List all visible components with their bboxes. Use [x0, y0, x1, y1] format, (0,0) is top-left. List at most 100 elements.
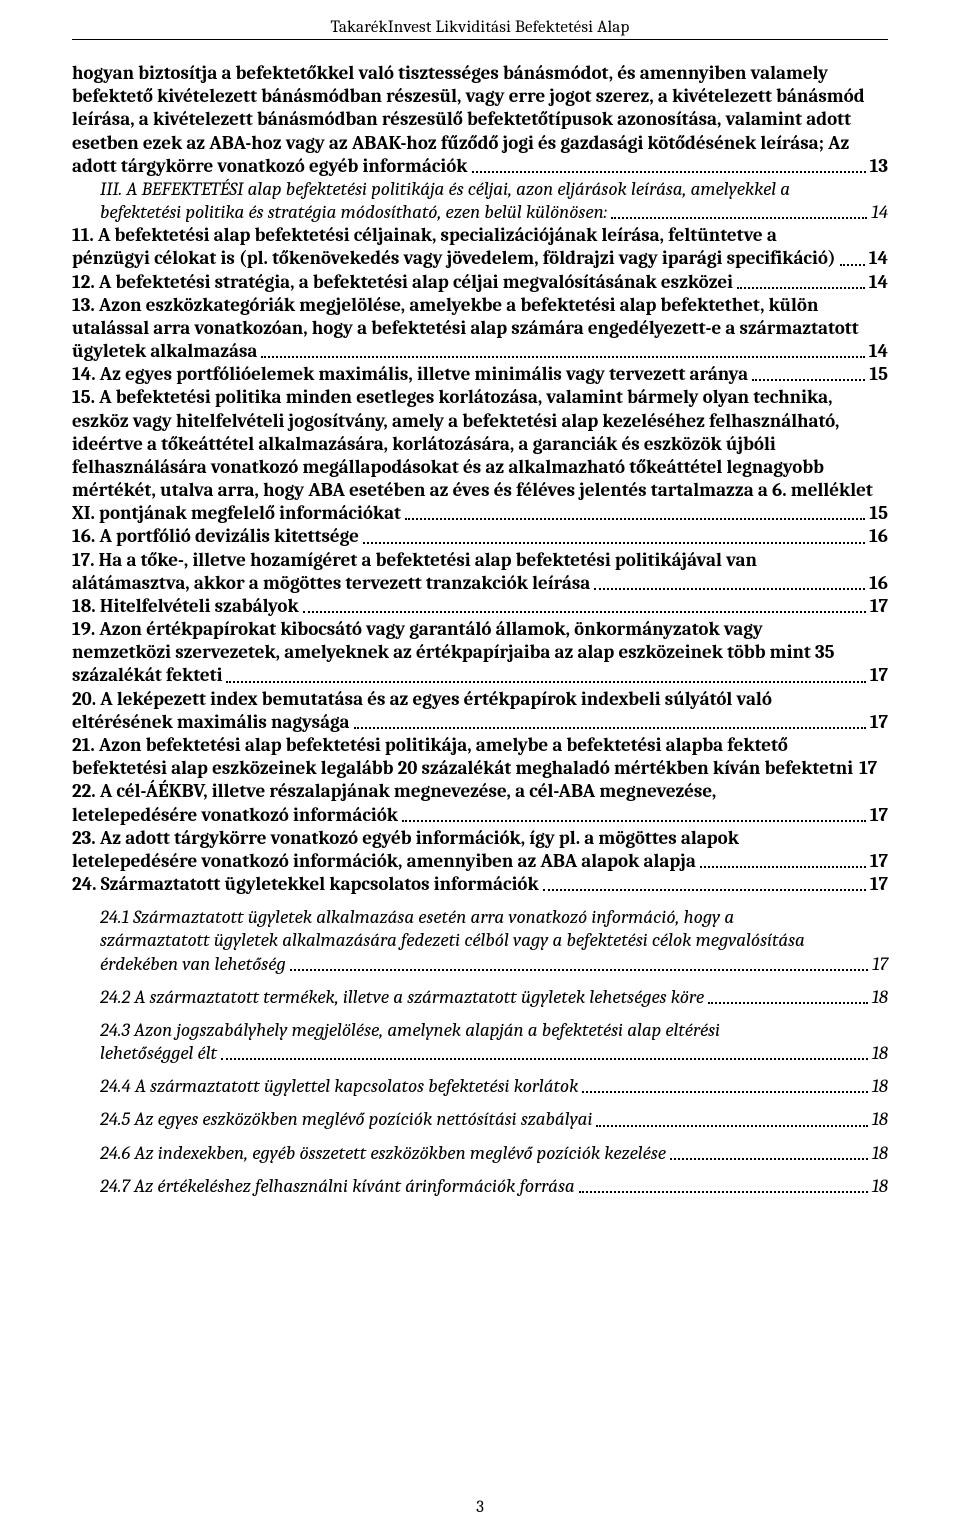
- toc-entry-line: utalással arra vonatkozóan, hogy a befek…: [72, 317, 888, 340]
- toc-entry: 18. Hitelfelvételi szabályok17: [72, 595, 888, 618]
- toc-entry-text: letelepedésére vonatkozó információk, am…: [72, 850, 696, 873]
- toc-page-number: 16: [869, 525, 888, 548]
- toc-entry-text: 24.7 Az értékeléshez felhasználni kívánt…: [100, 1175, 575, 1198]
- toc-leader-dots: [752, 379, 865, 381]
- toc-entry: 24.7 Az értékeléshez felhasználni kívánt…: [72, 1175, 888, 1198]
- toc-entry: pénzügyi célokat is (pl. tőkenövekedés v…: [72, 247, 888, 270]
- toc-page-number: 14: [871, 201, 888, 224]
- toc-page-number: 18: [872, 1075, 888, 1098]
- entry-gap: [72, 896, 888, 906]
- toc-leader-dots: [290, 969, 868, 971]
- entry-gap: [72, 1065, 888, 1075]
- toc-leader-dots: [354, 727, 866, 729]
- toc-entry: letelepedésére vonatkozó információk, am…: [72, 850, 888, 873]
- toc-entry: ügyletek alkalmazása14: [72, 340, 888, 363]
- toc-entry: befektetési alap eszközeinek legalább 20…: [72, 757, 888, 780]
- toc-entry-text: lehetőséggel élt: [100, 1042, 217, 1065]
- toc-entry-text: pénzügyi célokat is (pl. tőkenövekedés v…: [72, 247, 836, 270]
- toc-entry-line: származtatott ügyletek alkalmazására fed…: [72, 929, 888, 952]
- toc-page-number: 15: [869, 502, 888, 525]
- toc-leader-dots: [543, 889, 866, 891]
- toc-leader-dots: [579, 1191, 868, 1193]
- toc-entry: 24.6 Az indexekben, egyéb összetett eszk…: [72, 1142, 888, 1165]
- toc-entry-text: százalékát fekteti: [72, 664, 222, 687]
- toc-leader-dots: [594, 588, 865, 590]
- toc-entry: XI. pontjának megfelelő információkat 15: [72, 502, 888, 525]
- toc-entry-line: felhasználására vonatkozó megállapodások…: [72, 456, 888, 479]
- toc-entry-text: befektetési alap eszközeinek legalább 20…: [72, 757, 853, 780]
- toc-entry-text: befektetési politika és stratégia módosí…: [100, 201, 607, 224]
- toc-page-number: 18: [872, 1175, 888, 1198]
- toc-entry-text: letelepedésére vonatkozó információk: [72, 804, 398, 827]
- toc-entry-line: III. A BEFEKTETÉSI alap befektetési poli…: [72, 178, 888, 201]
- toc-page-number: 17: [870, 873, 888, 896]
- page: TakarékInvest Likviditási Befektetési Al…: [0, 0, 960, 1531]
- toc-page-number: 18: [872, 986, 888, 1009]
- toc-leader-dots: [472, 171, 866, 173]
- toc-entry-line: 23. Az adott tárgykörre vonatkozó egyéb …: [72, 827, 888, 850]
- toc-leader-dots: [261, 356, 864, 358]
- toc-entry-text: XI. pontjának megfelelő információkat: [72, 502, 401, 525]
- toc-leader-dots: [582, 1091, 867, 1093]
- toc-entry-line: 13. Azon eszközkategóriák megjelölése, a…: [72, 294, 888, 317]
- entry-gap: [72, 1132, 888, 1142]
- toc-leader-dots: [221, 1058, 868, 1060]
- toc-leader-dots: [708, 1002, 867, 1004]
- toc-entry-text: 12. A befektetési stratégia, a befekteté…: [72, 271, 733, 294]
- entry-gap: [72, 1009, 888, 1019]
- toc-entry-line: 24.3 Azon jogszabályhely megjelölése, am…: [72, 1019, 888, 1042]
- toc-entry: 16. A portfólió devizális kitettsége 16: [72, 525, 888, 548]
- toc-entry-text: alátámasztva, akkor a mögöttes tervezett…: [72, 572, 590, 595]
- toc-entry-text: ügyletek alkalmazása: [72, 340, 257, 363]
- toc-leader-dots: [226, 681, 865, 683]
- toc-page-number: 17: [859, 757, 877, 780]
- toc-page-number: 16: [869, 572, 888, 595]
- toc-entry-text: 24.4 A származtatott ügylettel kapcsolat…: [100, 1075, 578, 1098]
- toc-page-number: 14: [869, 271, 888, 294]
- toc-entry-line: 11. A befektetési alap befektetési célja…: [72, 224, 888, 247]
- toc-page-number: 18: [872, 1108, 888, 1131]
- toc-page-number: 17: [872, 953, 888, 976]
- toc-leader-dots: [737, 287, 865, 289]
- toc-entry-line: 15. A befektetési politika minden esetle…: [72, 386, 888, 409]
- toc-page-number: 15: [869, 363, 888, 386]
- toc-entry-text: eltérésének maximális nagysága: [72, 711, 350, 734]
- toc-entry: érdekében van lehetőség 17: [72, 953, 888, 976]
- running-header: TakarékInvest Likviditási Befektetési Al…: [72, 18, 888, 40]
- toc-leader-dots: [402, 820, 866, 822]
- toc-leader-dots: [303, 611, 866, 613]
- table-of-contents: hogyan biztosítja a befektetőkkel való t…: [72, 62, 888, 1198]
- toc-leader-dots: [405, 518, 865, 520]
- entry-gap: [72, 1098, 888, 1108]
- toc-entry-line: 24.1 Származtatott ügyletek alkalmazása …: [72, 906, 888, 929]
- toc-entry-line: nemzetközi szervezetek, amelyeknek az ér…: [72, 641, 888, 664]
- toc-entry-line: 20. A leképezett index bemutatása és az …: [72, 688, 888, 711]
- toc-entry-text: 24.6 Az indexekben, egyéb összetett eszk…: [100, 1142, 666, 1165]
- toc-leader-dots: [363, 542, 865, 544]
- toc-entry-line: mértékét, utalva arra, hogy ABA esetében…: [72, 479, 888, 502]
- toc-page-number: 13: [870, 155, 888, 178]
- toc-entry-text: 14. Az egyes portfólióelemek maximális, …: [72, 363, 748, 386]
- toc-page-number: 17: [870, 664, 888, 687]
- toc-entry: befektetési politika és stratégia módosí…: [72, 201, 888, 224]
- toc-entry: 24.2 A származtatott termékek, illetve a…: [72, 986, 888, 1009]
- toc-entry-line: esetben ezek az ABA-hoz vagy az ABAK-hoz…: [72, 132, 888, 155]
- toc-entry-text: adott tárgykörre vonatkozó egyéb informá…: [72, 155, 468, 178]
- toc-entry-text: 24.2 A származtatott termékek, illetve a…: [100, 986, 704, 1009]
- toc-entry: 12. A befektetési stratégia, a befekteté…: [72, 271, 888, 294]
- toc-entry: 24.4 A származtatott ügylettel kapcsolat…: [72, 1075, 888, 1098]
- toc-entry: 24. Származtatott ügyletekkel kapcsolato…: [72, 873, 888, 896]
- toc-entry: letelepedésére vonatkozó információk 17: [72, 804, 888, 827]
- toc-entry-line: befektető kivételezett bánásmódban része…: [72, 85, 888, 108]
- toc-page-number: 18: [872, 1142, 888, 1165]
- toc-entry: alátámasztva, akkor a mögöttes tervezett…: [72, 572, 888, 595]
- toc-page-number: 17: [870, 711, 888, 734]
- toc-entry-line: 17. Ha a tőke-, illetve hozamígéret a be…: [72, 549, 888, 572]
- toc-page-number: 17: [870, 804, 888, 827]
- toc-entry: adott tárgykörre vonatkozó egyéb informá…: [72, 155, 888, 178]
- toc-entry: 14. Az egyes portfólióelemek maximális, …: [72, 363, 888, 386]
- toc-entry-line: eszköz vagy hitelfelvételi jogosítvány, …: [72, 410, 888, 433]
- toc-entry-text: érdekében van lehetőség: [100, 953, 286, 976]
- toc-entry-text: 16. A portfólió devizális kitettsége: [72, 525, 359, 548]
- toc-entry: lehetőséggel élt18: [72, 1042, 888, 1065]
